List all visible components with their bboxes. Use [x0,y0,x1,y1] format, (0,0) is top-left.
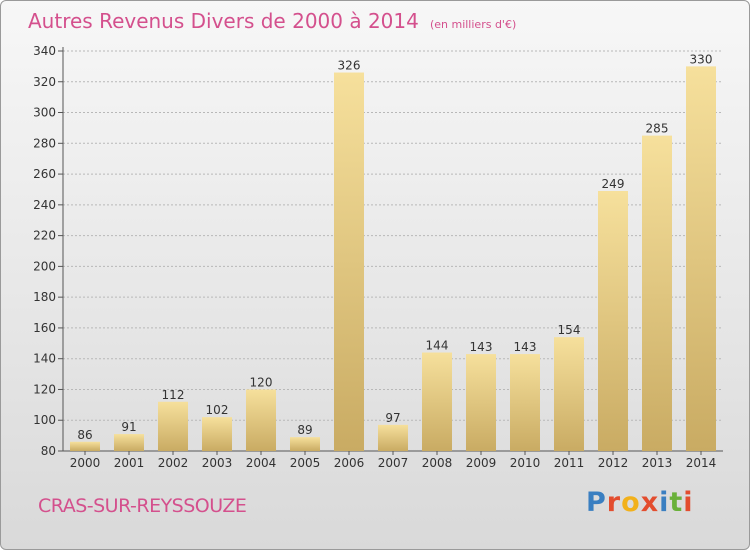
bar [598,191,628,451]
logo-letter: P [586,487,607,518]
bar [114,434,144,451]
bar-value-label: 89 [297,423,312,437]
x-tick-label: 2009 [466,456,497,470]
x-tick-label: 2003 [202,456,233,470]
bar-value-label: 326 [338,59,361,73]
y-tick-label: 240 [33,198,56,212]
x-tick-label: 2014 [686,456,717,470]
bar [158,401,188,451]
city-name: CRAS-SUR-REYSSOUZE [38,495,247,517]
chart-unit: (en milliers d'€) [429,18,517,31]
logo-letter: i [659,487,670,518]
proxiti-logo: Proxiti [586,487,694,518]
y-tick-label: 180 [33,290,56,304]
bar [466,354,496,451]
y-tick-label: 320 [33,75,56,89]
bar-value-label: 143 [470,340,493,354]
bar-value-label: 102 [206,403,229,417]
bar-value-label: 144 [426,339,449,353]
x-tick-label: 2005 [290,456,321,470]
x-tick-label: 2008 [422,456,453,470]
x-tick-label: 2000 [70,456,101,470]
bar [334,72,364,452]
bar [686,66,716,451]
bar-value-label: 97 [385,411,400,425]
bar-value-label: 330 [690,52,713,66]
bar-value-label: 112 [162,388,185,402]
y-tick-label: 120 [33,382,56,396]
bar-value-label: 86 [77,428,92,442]
x-tick-label: 2011 [554,456,585,470]
bar-value-label: 143 [514,340,537,354]
y-tick-label: 340 [33,44,56,58]
logo-letter: r [606,487,622,518]
y-tick-label: 140 [33,352,56,366]
bar [510,354,540,451]
x-tick-label: 2002 [158,456,189,470]
bar [422,352,452,451]
y-tick-label: 300 [33,106,56,120]
x-tick-label: 2007 [378,456,409,470]
y-tick-label: 200 [33,259,56,273]
y-tick-label: 280 [33,136,56,150]
x-tick-label: 2006 [334,456,365,470]
y-tick-label: 220 [33,229,56,243]
chart-title: Autres Revenus Divers de 2000 à 2014 (en… [28,9,516,33]
chart-title-text: Autres Revenus Divers de 2000 à 2014 [28,9,419,33]
axes: 80 100 120 140 160 180 200 220 240 260 280 300 320 34… [33,44,723,470]
bar-value-label: 120 [250,375,273,389]
x-tick-label: 2001 [114,456,145,470]
logo-letter: x [640,487,660,518]
y-tick-label: 260 [33,167,56,181]
bar-value-label: 285 [646,122,669,136]
bars: 86 91 112 102 120 89 326 97 144 143 143 154 249 285 33… [70,52,716,452]
y-tick-label: 160 [33,321,56,335]
bar [554,337,584,451]
x-tick-label: 2004 [246,456,277,470]
bar-value-label: 249 [602,177,625,191]
x-tick-label: 2012 [598,456,629,470]
bar-value-label: 154 [558,323,581,337]
bar [202,417,232,451]
logo-letter: i [683,487,694,518]
bar [70,441,100,451]
bar [642,135,672,451]
bar [290,437,320,451]
y-tick-label: 80 [41,444,56,458]
x-tick-label: 2013 [642,456,673,470]
y-tick-label: 100 [33,413,56,427]
bar [378,424,408,451]
logo-letter: t [669,487,684,518]
x-tick-label: 2010 [510,456,541,470]
bar [246,389,276,451]
logo-letter: o [621,487,641,518]
bar-value-label: 91 [121,420,136,434]
